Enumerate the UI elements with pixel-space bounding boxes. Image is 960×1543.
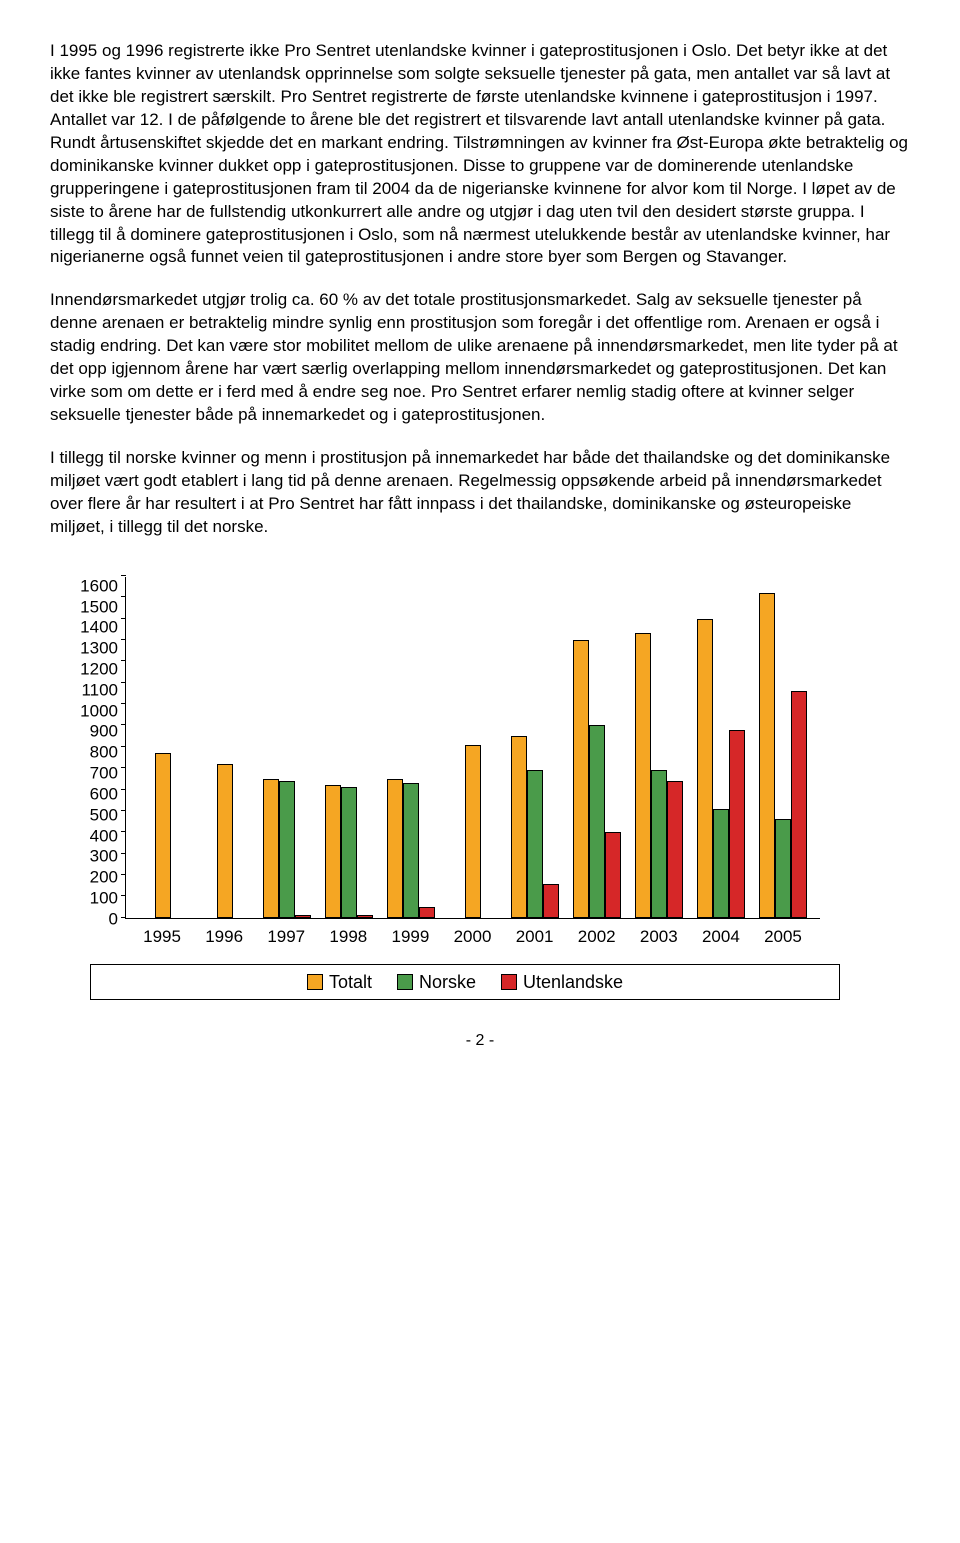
y-tick-label: 1100 [81, 681, 118, 698]
y-tick-label: 1000 [80, 702, 118, 719]
y-tick-label: 300 [90, 848, 118, 865]
bar-utenlandske [605, 832, 621, 918]
bar-norske [341, 787, 357, 917]
bar-totalt [325, 785, 341, 918]
bar-totalt [573, 640, 589, 918]
x-tick-label: 2001 [504, 926, 566, 949]
legend-label: Totalt [329, 970, 372, 994]
y-tick-label: 100 [90, 889, 118, 906]
bar-totalt [511, 736, 527, 918]
y-tick-label: 800 [90, 744, 118, 761]
bar-utenlandske [543, 884, 559, 918]
y-tick-label: 1400 [80, 619, 118, 636]
bar-totalt [263, 779, 279, 918]
legend-item-norske: Norske [397, 970, 476, 994]
bar-totalt [387, 779, 403, 918]
bar-group [132, 753, 194, 918]
legend-swatch [307, 974, 323, 990]
bar-totalt [217, 764, 233, 918]
bar-group [318, 785, 380, 918]
paragraph-1: I 1995 og 1996 registrerte ikke Pro Sent… [50, 40, 910, 269]
bar-norske [403, 783, 419, 918]
bar-totalt [635, 633, 651, 917]
bar-norske [713, 809, 729, 918]
paragraph-3: I tillegg til norske kvinner og menn i p… [50, 447, 910, 539]
y-tick-label: 1300 [80, 640, 118, 657]
y-tick-label: 900 [90, 723, 118, 740]
y-tick-label: 1200 [80, 661, 118, 678]
bar-group [194, 764, 256, 918]
plot-area [125, 577, 820, 919]
y-tick-label: 1500 [80, 598, 118, 615]
x-axis: 1995199619971998199920002001200220032004… [125, 926, 820, 949]
legend-label: Utenlandske [523, 970, 623, 994]
bar-group [752, 593, 814, 918]
y-tick-label: 200 [90, 869, 118, 886]
y-tick-label: 500 [90, 806, 118, 823]
bar-group [690, 619, 752, 918]
bar-norske [775, 819, 791, 917]
bar-norske [651, 770, 667, 917]
x-tick-label: 2000 [441, 926, 503, 949]
paragraph-2: Innendørsmarkedet utgjør trolig ca. 60 %… [50, 289, 910, 427]
bar-totalt [697, 619, 713, 918]
bar-group [628, 633, 690, 917]
legend-swatch [501, 974, 517, 990]
x-tick-label: 2002 [566, 926, 628, 949]
y-tick-label: 400 [90, 827, 118, 844]
bar-norske [279, 781, 295, 918]
bar-norske [527, 770, 543, 917]
bar-totalt [155, 753, 171, 918]
x-tick-label: 2003 [628, 926, 690, 949]
y-axis: 1600 1500 1400 1300 1200 1100 1000 900 800 700 600… [70, 569, 118, 919]
legend-label: Norske [419, 970, 476, 994]
x-tick-label: 1999 [379, 926, 441, 949]
x-tick-label: 1997 [255, 926, 317, 949]
bar-utenlandske [295, 915, 311, 918]
y-tick-label: 0 [109, 910, 118, 927]
bar-totalt [465, 745, 481, 918]
bar-utenlandske [791, 691, 807, 918]
x-tick-label: 1995 [131, 926, 193, 949]
bar-norske [589, 725, 605, 917]
x-tick-label: 1998 [317, 926, 379, 949]
y-tick-label: 700 [90, 765, 118, 782]
y-tick-label: 600 [90, 785, 118, 802]
bar-utenlandske [419, 907, 435, 918]
bar-group [380, 779, 442, 918]
legend-item-utenlandske: Utenlandske [501, 970, 623, 994]
bar-group [256, 779, 318, 918]
bar-utenlandske [667, 781, 683, 918]
bar-chart: 1600150014001300120011001000900800700600… [70, 569, 910, 1000]
x-tick-label: 2005 [752, 926, 814, 949]
bar-group [566, 640, 628, 918]
legend-swatch [397, 974, 413, 990]
bar-utenlandske [729, 730, 745, 918]
chart-legend: Totalt Norske Utenlandske [90, 964, 840, 1000]
y-tick-label: 1600 [80, 577, 118, 594]
page-number: - 2 - [50, 1030, 910, 1052]
bar-group [504, 736, 566, 918]
legend-item-totalt: Totalt [307, 970, 372, 994]
x-tick-label: 1996 [193, 926, 255, 949]
bar-totalt [759, 593, 775, 918]
bar-group [442, 745, 504, 918]
bar-utenlandske [357, 915, 373, 918]
x-tick-label: 2004 [690, 926, 752, 949]
